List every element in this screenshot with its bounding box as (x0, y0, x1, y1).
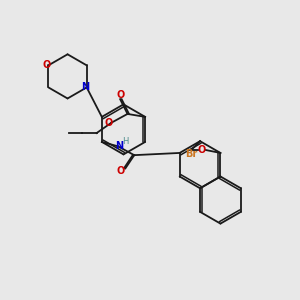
Text: Br: Br (185, 148, 197, 158)
Text: O: O (117, 166, 125, 176)
Text: H: H (122, 136, 129, 146)
Text: N: N (115, 141, 123, 151)
Text: N: N (81, 82, 89, 92)
Text: O: O (104, 118, 112, 128)
Text: O: O (197, 145, 206, 155)
Text: O: O (43, 60, 51, 70)
Text: O: O (116, 90, 124, 100)
